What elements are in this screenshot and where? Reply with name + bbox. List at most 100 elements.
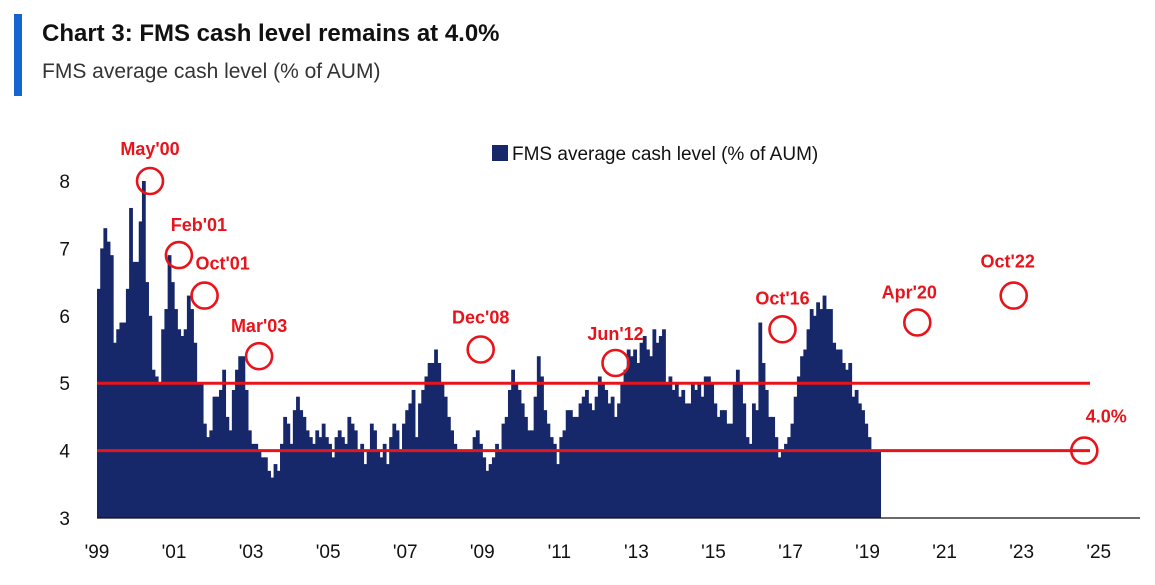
bar — [633, 349, 637, 518]
bar — [796, 376, 801, 518]
bar — [453, 443, 458, 518]
bar — [353, 430, 358, 518]
annotation-circle — [902, 308, 932, 337]
annotation-circle — [190, 281, 219, 310]
bar — [604, 389, 609, 518]
annotation-label: Dec'08 — [452, 308, 509, 328]
bar — [183, 329, 188, 518]
bar — [296, 396, 300, 518]
bar — [588, 403, 593, 518]
y-tick-label: 8 — [59, 172, 70, 193]
reference-lines — [97, 381, 1090, 453]
bar — [324, 437, 329, 518]
annotation-circle — [601, 348, 630, 378]
bar — [800, 356, 804, 518]
bar — [572, 416, 576, 518]
bar — [854, 389, 859, 518]
bar — [337, 430, 342, 518]
bar — [360, 443, 365, 518]
bar — [161, 329, 166, 518]
x-tick-label: '07 — [393, 542, 418, 563]
annotation-label: Oct'01 — [195, 254, 249, 274]
bar — [491, 457, 496, 518]
bar — [180, 336, 185, 518]
bar — [636, 362, 641, 518]
bar — [787, 437, 792, 518]
bar — [385, 464, 390, 518]
bar — [103, 228, 108, 518]
bar — [186, 295, 191, 518]
bar — [148, 315, 153, 518]
y-tick-label: 6 — [59, 307, 70, 328]
bar — [829, 309, 833, 518]
bar — [219, 389, 223, 518]
axes: 3 4 5 6 7 8 '99 '01 '03 '05 '07 '09 '11 '13 '15 '17 '19 '… — [59, 172, 1140, 563]
x-tick-label: '03 — [239, 542, 264, 563]
bar — [662, 329, 666, 518]
bar — [517, 389, 522, 518]
bar — [607, 403, 612, 518]
bar — [748, 443, 753, 518]
x-tick-label: '13 — [624, 542, 649, 563]
bar — [344, 443, 349, 518]
bar — [132, 261, 137, 518]
bar — [777, 457, 782, 518]
bar — [552, 443, 557, 518]
x-tick-label: '01 — [162, 542, 187, 563]
bar — [825, 309, 830, 518]
annotation-label: Oct'22 — [981, 252, 1035, 272]
annotation-label: Mar'03 — [231, 316, 287, 336]
bar — [443, 396, 448, 518]
bar — [209, 430, 214, 518]
bar — [347, 416, 352, 518]
bar — [238, 356, 243, 518]
bar — [594, 396, 599, 518]
y-tick-label: 5 — [59, 374, 70, 395]
bar — [427, 362, 432, 518]
annotation-label: Jun'12 — [587, 324, 643, 344]
bar — [642, 336, 647, 518]
annotation-circle — [768, 314, 797, 344]
annotation-circle — [164, 240, 194, 270]
bar — [575, 416, 580, 518]
bar — [251, 443, 255, 518]
bar — [511, 369, 515, 518]
bar — [755, 410, 759, 518]
bar — [761, 362, 766, 518]
bar — [382, 443, 387, 518]
bar — [260, 457, 265, 518]
bar — [170, 282, 175, 518]
bar — [719, 410, 724, 518]
x-tick-label: '11 — [548, 542, 571, 563]
bar — [119, 322, 124, 518]
bar — [116, 329, 121, 518]
bar — [302, 416, 307, 518]
bar — [585, 389, 589, 518]
bar — [707, 376, 711, 518]
bar — [626, 349, 631, 518]
chart-title: Chart 3: FMS cash level remains at 4.0% — [42, 20, 500, 47]
bar — [247, 430, 252, 518]
bar — [812, 315, 817, 518]
bar — [751, 403, 756, 518]
annotation-circle — [466, 335, 496, 364]
y-tick-label: 3 — [59, 509, 70, 530]
bar — [870, 450, 875, 518]
bar — [501, 423, 506, 518]
bar — [177, 329, 182, 518]
bar — [864, 423, 869, 518]
bar — [241, 356, 246, 518]
annotation-circle — [135, 166, 165, 196]
annotations: May'00 Feb'01 Oct'01 Mar'03 Dec'08 Jun'12 Oct'… — [120, 139, 1127, 465]
bar — [363, 464, 368, 518]
bar — [536, 356, 541, 518]
bar — [581, 396, 586, 518]
bar — [790, 423, 795, 518]
bar — [658, 336, 663, 518]
bar — [125, 288, 130, 518]
x-tick-label: '17 — [778, 542, 803, 563]
bar — [841, 362, 846, 518]
bar — [366, 450, 371, 518]
bar — [129, 207, 133, 518]
